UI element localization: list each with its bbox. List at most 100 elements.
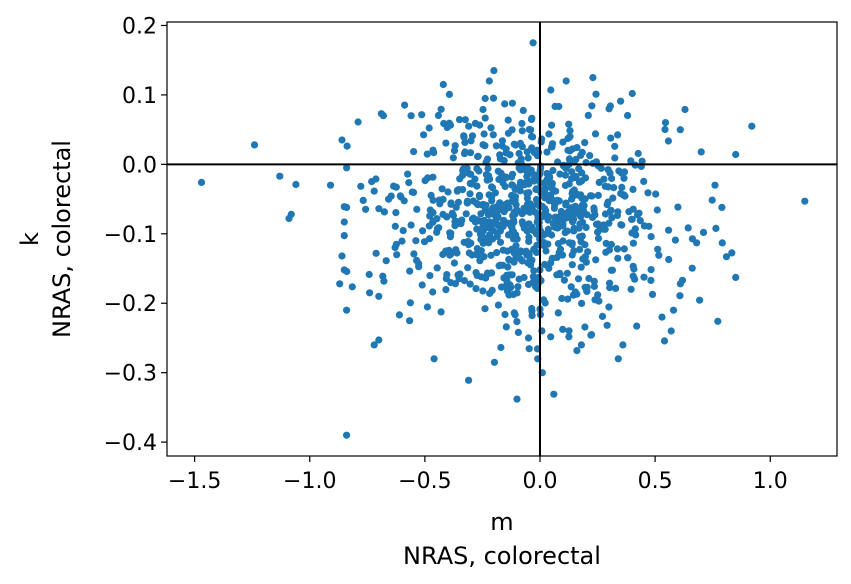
data-point [620,245,628,253]
data-point [712,224,720,232]
plot-frame [166,21,838,457]
data-point [468,215,476,223]
data-point [559,325,567,333]
data-point [450,259,458,267]
data-point [501,100,509,108]
data-point [449,154,457,162]
data-point [518,119,526,128]
data-point [466,190,474,198]
data-point [429,288,437,296]
data-point [527,126,535,134]
data-point [443,271,451,279]
data-point [509,290,517,299]
data-point [430,149,438,157]
data-point [483,269,492,277]
data-point [343,267,351,276]
data-point [372,175,380,183]
data-point [468,180,476,188]
data-point [485,239,493,247]
data-point [640,177,648,185]
data-point [578,148,586,156]
data-point [636,217,644,225]
x-tick-label: −1.0 [283,469,336,494]
data-point [503,271,511,279]
data-point [518,257,526,265]
data-point [447,200,455,208]
data-point [711,181,719,189]
data-point [511,311,519,319]
data-point [499,246,507,254]
data-point [589,74,597,82]
data-point [665,226,673,234]
data-point [513,395,521,403]
data-point [473,199,481,207]
data-point [614,131,622,139]
data-point [676,126,684,134]
data-point [481,114,489,122]
data-point [379,112,387,120]
data-point [568,168,576,176]
data-point [489,131,497,139]
data-point [489,94,498,102]
data-point [407,221,415,229]
data-point [578,232,586,240]
data-point [529,226,537,235]
data-point [336,280,344,288]
data-point [515,149,523,158]
data-point [628,89,636,98]
data-point [628,215,636,223]
data-point [516,139,525,147]
data-point [496,238,505,246]
data-point [629,205,637,213]
data-point [430,355,438,363]
data-point [466,149,475,157]
data-point [590,282,599,290]
data-point [197,178,206,186]
data-point [406,299,414,307]
data-point [340,232,348,240]
data-point [562,164,570,172]
data-point [633,322,641,330]
data-point [718,203,726,211]
data-point [480,130,488,138]
data-point [482,171,490,179]
data-point [577,341,586,349]
data-point [654,245,662,253]
data-point [699,228,708,236]
data-point [496,151,504,159]
data-point [399,227,407,235]
data-point [619,341,627,349]
data-point [492,142,500,150]
data-point [620,174,628,182]
data-point [370,341,378,349]
data-point [508,126,516,134]
data-point [406,267,414,275]
data-point [558,294,566,303]
data-point [718,239,726,247]
data-point [660,337,669,345]
data-point [529,278,537,286]
data-point [453,187,461,195]
data-point [661,119,670,127]
data-point [603,321,611,329]
data-point [424,174,432,182]
data-point [418,111,426,119]
data-point [592,90,600,98]
data-point [454,198,462,206]
data-point [524,154,532,162]
data-point [447,250,455,258]
x-tick-label: −1.5 [168,469,221,494]
data-point [582,223,590,231]
data-point [573,347,581,355]
data-point [250,141,259,149]
data-point [442,139,450,147]
data-point [585,274,593,283]
data-point [613,245,622,253]
data-point [463,197,472,205]
data-point [667,327,675,335]
data-point [461,148,469,156]
data-point [445,90,453,98]
data-point [554,309,562,317]
data-point [648,290,657,298]
data-point [525,345,533,353]
